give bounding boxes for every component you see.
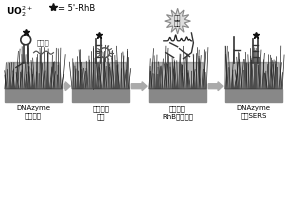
Polygon shape: [149, 63, 206, 89]
Text: 加入锄酰
离子: 加入锄酰 离子: [92, 105, 109, 120]
Bar: [225, 89, 282, 102]
Polygon shape: [165, 8, 190, 34]
FancyArrow shape: [64, 82, 70, 91]
Polygon shape: [5, 63, 62, 89]
Text: = 5'-RhB: = 5'-RhB: [58, 4, 95, 13]
Text: UO$_2^{2+}$: UO$_2^{2+}$: [6, 4, 33, 19]
Bar: [5, 89, 62, 102]
Text: 弱信号: 弱信号: [37, 40, 50, 46]
Text: DNAzyme
传感芯片: DNAzyme 传感芯片: [16, 105, 51, 119]
Bar: [72, 89, 129, 102]
Polygon shape: [225, 63, 282, 89]
Text: DNAzyme
生物SERS: DNAzyme 生物SERS: [236, 105, 271, 119]
Text: 信号
增强: 信号 增强: [174, 15, 182, 27]
Polygon shape: [72, 63, 129, 89]
FancyArrow shape: [131, 82, 147, 91]
Text: 探针分子
RhB信号增强: 探针分子 RhB信号增强: [162, 105, 193, 120]
Bar: [149, 89, 206, 102]
FancyArrow shape: [208, 82, 223, 91]
